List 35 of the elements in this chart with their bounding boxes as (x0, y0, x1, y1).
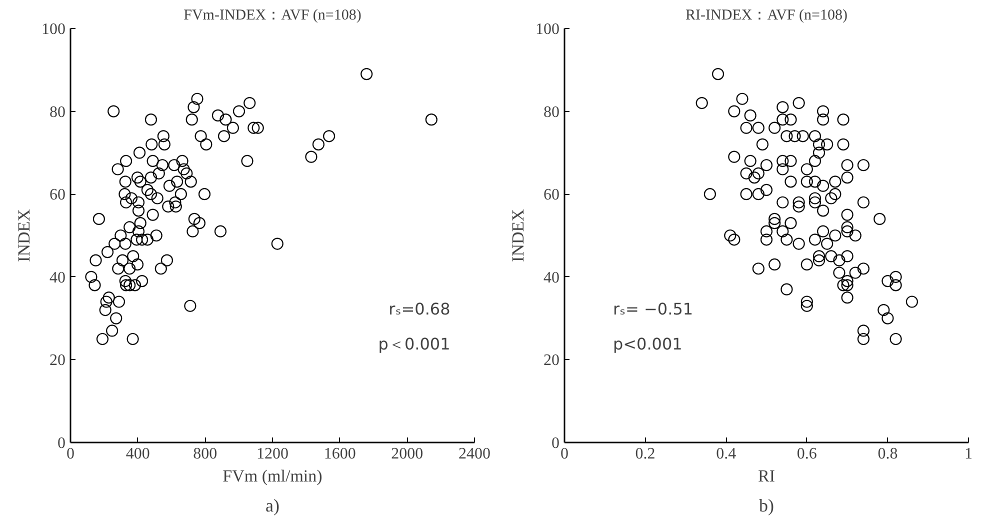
x-tick-label: 2000 (391, 446, 424, 462)
chart-title: RI-INDEX：AVF (n=108) (686, 8, 848, 24)
y-tick-label: 100 (536, 21, 560, 38)
y-tick-label: 60 (544, 186, 560, 204)
y-tick-label: 80 (544, 104, 560, 121)
x-tick-label: 0.4 (716, 446, 736, 462)
annotation: rₛ=0.68 (388, 299, 450, 318)
annotation: p＜0.001 (378, 334, 450, 354)
x-tick-label: 0.2 (635, 446, 656, 462)
x-tick-label: 0.8 (878, 446, 898, 462)
x-tick-label: 400 (126, 446, 150, 462)
y-tick-label: 60 (50, 186, 66, 204)
annotation: rₛ= −0.51 (612, 299, 694, 318)
x-tick-label: 1200 (256, 446, 288, 462)
text: b) (759, 496, 774, 516)
annotation: p<0.001 (612, 334, 682, 354)
y-tick-label: 40 (50, 269, 66, 286)
y-axis-title: INDEX (14, 209, 34, 262)
x-tick-label: 0.6 (796, 446, 817, 462)
y-tick-label: 40 (544, 269, 560, 286)
x-tick-label: 1600 (324, 446, 356, 462)
y-tick-label: 20 (544, 352, 560, 370)
y-tick-label: 0 (58, 435, 66, 452)
y-tick-label: 20 (50, 352, 66, 370)
y-tick-label: 0 (552, 435, 560, 452)
x-tick-label: 2400 (458, 446, 490, 462)
x-tick-label: 800 (193, 446, 218, 462)
y-axis-title: INDEX (508, 209, 528, 262)
x-tick-label: 1 (964, 446, 972, 462)
chart-title: FVm-INDEX：AVF (n=108) (184, 8, 362, 24)
x-axis-title: FVm (ml/min) (222, 466, 322, 486)
x-axis-title: RI (758, 466, 776, 486)
text: a) (266, 496, 280, 516)
y-tick-label: 80 (50, 104, 66, 121)
y-tick-label: 100 (42, 21, 66, 38)
